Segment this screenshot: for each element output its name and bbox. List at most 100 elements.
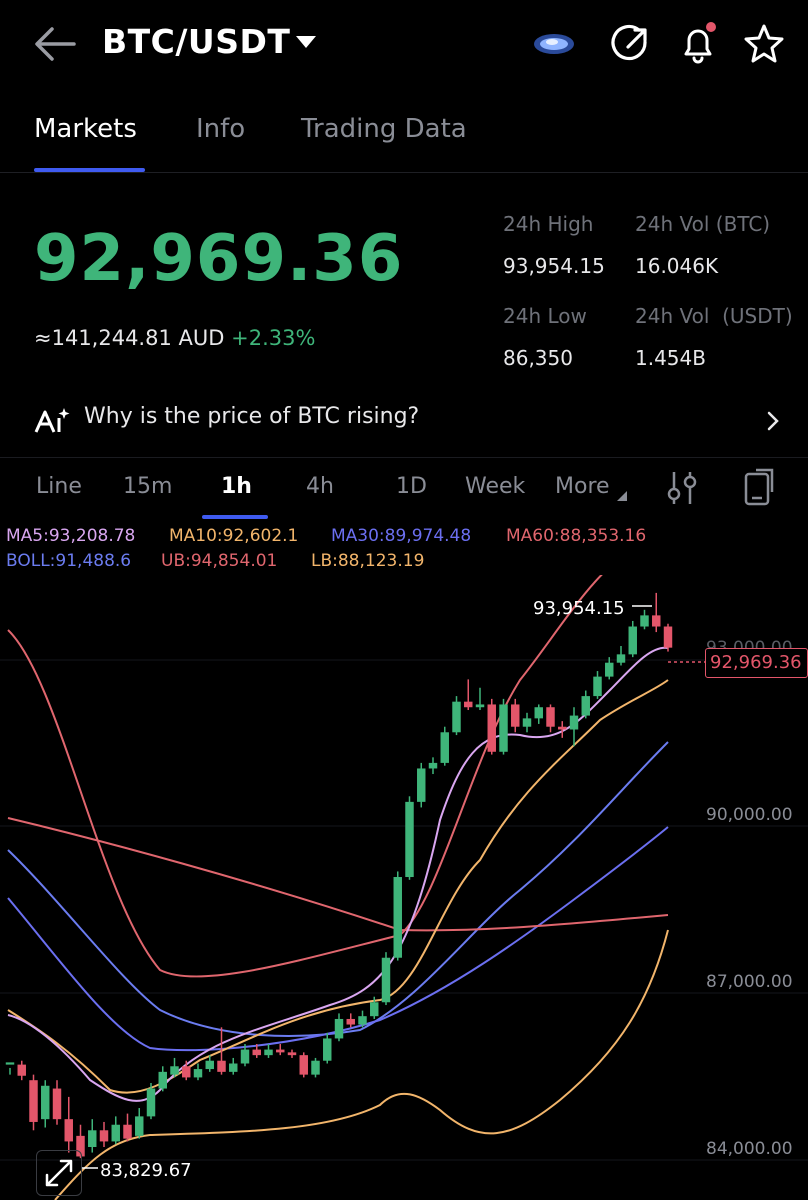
high-24h-label: 24h High <box>503 212 594 236</box>
candle-up <box>381 957 391 1003</box>
ma5-indicator: MA5:93,208.78 <box>6 526 136 546</box>
boll-lower-line <box>54 929 669 1200</box>
exchange-token-icon[interactable] <box>530 20 578 68</box>
candle-up <box>334 1018 344 1039</box>
ma10-indicator: MA10:92,602.1 <box>169 526 299 546</box>
boll-lower-indicator: LB:88,123.19 <box>311 551 425 571</box>
candle-up <box>393 877 402 958</box>
candle-up <box>640 615 649 627</box>
candle-up <box>158 1071 167 1089</box>
low-24h-label: 24h Low <box>503 304 587 328</box>
ai-sparkle-icon <box>34 408 70 433</box>
trading-pair-title[interactable]: BTC/USDT <box>102 22 291 61</box>
candle-up <box>5 1062 15 1065</box>
active-interval-indicator <box>202 515 268 519</box>
more-caret-icon[interactable] <box>616 490 628 502</box>
candle-down <box>29 1080 38 1122</box>
candle-up <box>534 707 543 719</box>
candlestick-chart[interactable]: 93,954.15 83,829.67 93,000.00 90,000.00 … <box>0 575 808 1200</box>
back-arrow-icon[interactable] <box>30 22 80 66</box>
candle-down <box>546 707 555 727</box>
interval-4h[interactable]: 4h <box>306 474 334 499</box>
candle-down <box>252 1049 261 1056</box>
pair-dropdown-caret-icon[interactable] <box>294 34 318 52</box>
candle-up <box>569 715 579 730</box>
y-axis-label-87000: 87,000.00 <box>706 972 793 992</box>
high-marker-label: 93,954.15 <box>533 598 625 619</box>
interval-1d[interactable]: 1D <box>396 474 427 499</box>
candle-up <box>264 1049 273 1056</box>
candles-group <box>5 592 673 1159</box>
candle-down <box>346 1018 355 1025</box>
low-24h-value: 86,350 <box>503 346 573 370</box>
candle-up <box>440 732 449 763</box>
candle-down <box>558 726 567 730</box>
tab-trading-data[interactable]: Trading Data <box>301 114 467 144</box>
interval-week[interactable]: Week <box>465 474 526 499</box>
candle-down <box>652 615 661 627</box>
tab-markets[interactable]: Markets <box>34 114 137 144</box>
candle-up <box>88 1130 97 1147</box>
price-insight-link[interactable]: Why is the price of BTC rising? <box>84 404 420 429</box>
vol-btc-value: 16.046K <box>635 254 719 278</box>
candle-down <box>487 704 496 752</box>
interval-15m[interactable]: 15m <box>123 474 173 499</box>
vol-usdt-label: 24h Vol (USDT) <box>635 304 793 328</box>
candle-up <box>593 676 602 697</box>
last-price: 92,969.36 <box>34 222 404 296</box>
indicator-settings-icon[interactable] <box>664 468 700 508</box>
candle-up <box>370 1002 379 1017</box>
candle-up <box>193 1069 203 1078</box>
approx-fiat-price: ≈141,244.81 AUD +2.33% <box>34 326 315 350</box>
tab-info[interactable]: Info <box>196 114 246 144</box>
interval-more[interactable]: More <box>555 474 610 499</box>
candle-up <box>522 718 532 727</box>
high-24h-value: 93,954.15 <box>503 254 605 278</box>
favorite-star-icon[interactable] <box>740 20 788 68</box>
candle-down <box>511 704 520 727</box>
candle-down <box>123 1124 132 1139</box>
boll-indicator: BOLL:91,488.6 <box>6 551 132 571</box>
vol-usdt-value: 1.454B <box>635 346 706 370</box>
candle-down <box>64 1119 73 1142</box>
candle-down <box>182 1066 191 1078</box>
fullscreen-button[interactable] <box>36 1150 82 1196</box>
candle-up <box>475 704 485 708</box>
chevron-right-icon[interactable] <box>764 408 782 434</box>
candle-up <box>205 1060 214 1070</box>
current-price-tag: 92,969.36 <box>705 648 808 678</box>
low-marker-label: 83,829.67 <box>100 1160 192 1181</box>
candle-up <box>358 1016 367 1025</box>
candle-up <box>616 654 626 663</box>
candle-down <box>17 1064 26 1076</box>
candle-up <box>628 626 637 655</box>
boll-upper-line <box>7 575 603 978</box>
notification-bell-icon[interactable] <box>674 20 722 68</box>
active-tab-indicator <box>34 168 145 172</box>
candle-up <box>311 1060 320 1075</box>
approx-value: ≈141,244.81 <box>34 326 172 350</box>
candle-down <box>52 1088 62 1120</box>
candle-up <box>405 801 414 878</box>
y-axis-label-84000: 84,000.00 <box>706 1139 793 1159</box>
share-icon[interactable] <box>606 20 654 68</box>
candle-up <box>146 1088 156 1117</box>
boll-upper-indicator: UB:94,854.01 <box>161 551 278 571</box>
candle-down <box>76 1135 85 1157</box>
candle-down <box>464 701 473 708</box>
boll-middle-line <box>7 741 669 1037</box>
candle-up <box>229 1063 238 1072</box>
ma30-line <box>7 826 669 1052</box>
expand-icon <box>45 1159 73 1187</box>
interval-line[interactable]: Line <box>36 474 82 499</box>
divider <box>0 172 808 173</box>
ma30-indicator: MA30:89,974.48 <box>331 526 472 546</box>
interval-1h[interactable]: 1h <box>221 474 252 499</box>
candle-up <box>428 762 438 769</box>
candle-down <box>663 626 673 648</box>
ma60-indicator: MA60:88,353.16 <box>506 526 647 546</box>
candle-down <box>99 1130 109 1142</box>
candle-up <box>323 1038 332 1061</box>
approx-currency: AUD <box>178 326 225 350</box>
landscape-mode-icon[interactable] <box>742 466 778 508</box>
